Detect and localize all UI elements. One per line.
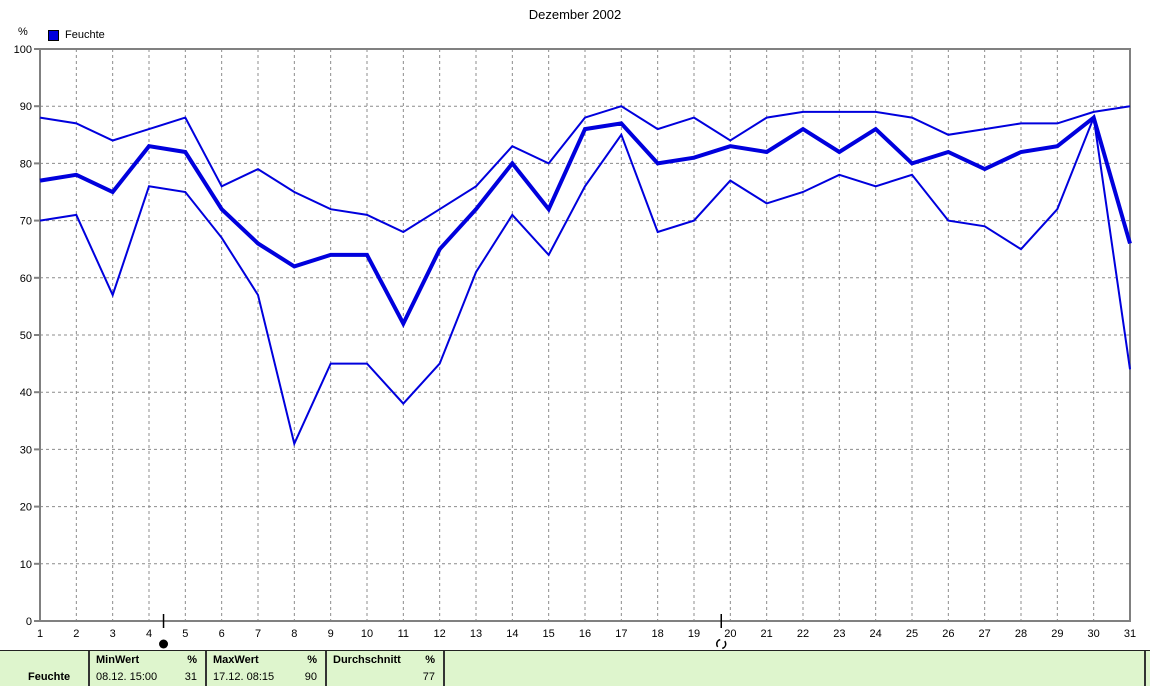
x-tick-label: 12 <box>434 628 446 640</box>
maxwert-amount: 90 <box>304 671 317 683</box>
x-tick-label: 7 <box>255 628 261 640</box>
status-bar: Feuchte MinWert % 08.12. 15:00 31 MaxWer… <box>0 650 1150 686</box>
y-tick-label: 70 <box>20 216 32 228</box>
y-axis-unit-label: % <box>18 26 28 38</box>
y-tick-label: 10 <box>20 559 32 571</box>
y-tick-label: 50 <box>20 330 32 342</box>
x-tick-label: 18 <box>652 628 664 640</box>
y-tick-label: 60 <box>20 273 32 285</box>
minwert-amount: 31 <box>184 671 197 683</box>
status-minwert-cell: MinWert % 08.12. 15:00 31 <box>88 651 205 686</box>
new-moon-icon <box>159 639 169 649</box>
x-tick-label: 2 <box>73 628 79 640</box>
x-tick-label: 17 <box>615 628 627 640</box>
x-tick-label: 20 <box>724 628 736 640</box>
x-tick-label: 26 <box>942 628 954 640</box>
maxwert-unit: % <box>307 654 317 666</box>
x-tick-label: 6 <box>219 628 225 640</box>
y-tick-label: 100 <box>14 44 32 56</box>
y-tick-label: 30 <box>20 444 32 456</box>
legend-swatch-icon <box>48 29 59 41</box>
maxwert-header: MaxWert <box>213 654 259 666</box>
x-tick-label: 21 <box>761 628 773 640</box>
x-tick-label: 22 <box>797 628 809 640</box>
series-line-maximum <box>39 105 1131 234</box>
x-tick-label: 3 <box>110 628 116 640</box>
status-durchschnitt-cell: Durchschnitt % 77 <box>325 651 443 686</box>
x-tick-label: 29 <box>1051 628 1063 640</box>
durchschnitt-unit: % <box>425 654 435 666</box>
series-line-durchschnitt <box>39 114 1132 329</box>
x-tick-label: 10 <box>361 628 373 640</box>
status-bar-right-divider <box>1144 651 1150 686</box>
x-tick-label: 28 <box>1015 628 1027 640</box>
x-tick-label: 9 <box>328 628 334 640</box>
x-tick-label: 24 <box>870 628 882 640</box>
x-tick-label: 11 <box>398 628 409 640</box>
x-tick-label: 5 <box>182 628 188 640</box>
x-tick-label: 4 <box>146 628 152 640</box>
x-tick-label: 25 <box>906 628 918 640</box>
x-tick-label: 13 <box>470 628 482 640</box>
legend: Feuchte <box>48 29 105 41</box>
maxwert-timestamp: 17.12. 08:15 <box>213 671 275 683</box>
x-tick-label: 1 <box>37 628 43 640</box>
x-tick-label: 16 <box>579 628 591 640</box>
x-tick-label: 31 <box>1124 628 1136 640</box>
status-bar-empty-area <box>443 651 1144 686</box>
y-tick-label: 0 <box>26 616 32 628</box>
durchschnitt-header: Durchschnitt <box>333 654 401 666</box>
y-tick-label: 20 <box>20 502 32 514</box>
minwert-header: MinWert <box>96 654 140 666</box>
durchschnitt-amount: 77 <box>422 671 435 683</box>
y-tick-label: 90 <box>20 101 32 113</box>
x-tick-label: 19 <box>688 628 700 640</box>
series-line-minimum <box>39 113 1131 447</box>
minwert-unit: % <box>187 654 197 666</box>
x-tick-label: 14 <box>506 628 518 640</box>
full-moon-icon <box>716 638 727 650</box>
status-maxwert-cell: MaxWert % 17.12. 08:15 90 <box>205 651 325 686</box>
status-series-cell: Feuchte <box>0 651 88 686</box>
chart-title: Dezember 2002 <box>528 7 622 22</box>
x-tick-label: 23 <box>833 628 845 640</box>
y-tick-label: 80 <box>20 158 32 170</box>
y-tick-label: 40 <box>20 387 32 399</box>
x-tick-label: 8 <box>291 628 297 640</box>
legend-label: Feuchte <box>65 29 105 41</box>
x-tick-label: 30 <box>1088 628 1100 640</box>
x-tick-label: 15 <box>543 628 555 640</box>
status-series-label: Feuchte <box>28 671 71 683</box>
x-tick-label: 27 <box>979 628 991 640</box>
minwert-timestamp: 08.12. 15:00 <box>96 671 158 683</box>
